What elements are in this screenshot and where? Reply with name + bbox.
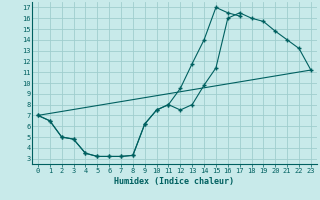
X-axis label: Humidex (Indice chaleur): Humidex (Indice chaleur) xyxy=(115,177,234,186)
